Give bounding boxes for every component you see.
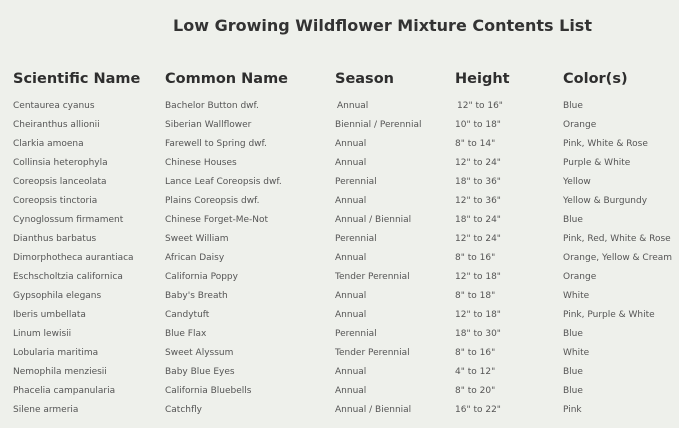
season-cell: Annual [337, 101, 369, 111]
scientific-name-cell: Dimorphotheca aurantiaca [13, 253, 134, 263]
height-cell: 12" to 24" [455, 234, 501, 244]
height-cell: 12" to 18" [455, 272, 501, 282]
common-name-cell: Sweet William [165, 234, 229, 244]
common-name-cell: Chinese Forget-Me-Not [165, 215, 269, 225]
scientific-name-cell: Eschscholtzia californica [13, 272, 123, 282]
season-cell: Tender Perennial [335, 272, 410, 282]
colors-cell: Blue [563, 367, 583, 377]
common-name-cell: Siberian Wallflower [165, 120, 252, 130]
colors-cell: Pink, White & Rose [563, 139, 648, 149]
colors-cell: Orange [563, 120, 597, 130]
season-cell: Annual [335, 196, 367, 206]
season-cell: Annual [335, 291, 367, 301]
common-name-cell: California Poppy [165, 272, 238, 282]
common-name-cell: Lance Leaf Coreopsis dwf. [165, 177, 282, 187]
scientific-name-cell: Linum lewisii [13, 329, 72, 339]
season-cell: Perennial [335, 177, 377, 187]
season-cell: Annual / Biennial [335, 215, 412, 225]
height-cell: 16" to 22" [455, 405, 501, 415]
colors-cell: Pink, Purple & White [563, 310, 655, 320]
height-cell: 4" to 12" [455, 367, 496, 377]
common-name-cell: California Bluebells [165, 386, 252, 396]
colors-cell: Blue [563, 329, 583, 339]
scientific-name-cell: Gypsophila elegans [13, 291, 102, 301]
height-cell: 10" to 18" [455, 120, 501, 130]
common-name-cell: Plains Coreopsis dwf. [165, 196, 260, 206]
scientific-name-cell: Phacelia campanularia [13, 386, 116, 396]
page-title: Low Growing Wildflower Mixture Contents … [173, 16, 592, 35]
common-name-cell: Baby's Breath [165, 291, 228, 301]
common-name-cell: Candytuft [165, 310, 210, 320]
height-cell: 18" to 30" [455, 329, 501, 339]
season-cell: Annual / Biennial [335, 405, 412, 415]
season-cell: Annual [335, 139, 367, 149]
height-cell: 8" to 20" [455, 386, 496, 396]
scientific-name-cell: Collinsia heterophyla [13, 158, 108, 168]
common-name-cell: Farewell to Spring dwf. [165, 139, 267, 149]
colors-cell: White [563, 348, 590, 358]
scientific-name-cell: Coreopsis lanceolata [13, 177, 107, 187]
height-cell: 12" to 24" [455, 158, 501, 168]
common-name-cell: Chinese Houses [165, 158, 237, 168]
header-height: Height [455, 71, 510, 87]
scientific-name-cell: Lobularia maritima [13, 348, 99, 358]
header-colors: Color(s) [563, 71, 628, 87]
colors-cell: Blue [563, 386, 583, 396]
scientific-name-cell: Centaurea cyanus [13, 101, 95, 111]
season-cell: Perennial [335, 329, 377, 339]
common-name-cell: Blue Flax [165, 329, 207, 339]
season-cell: Biennial / Perennial [335, 120, 422, 130]
scientific-name-cell: Clarkia amoena [13, 139, 84, 149]
colors-cell: Pink [563, 405, 582, 415]
height-cell: 18" to 24" [455, 215, 501, 225]
colors-cell: Purple & White [563, 158, 631, 168]
height-cell: 18" to 36" [455, 177, 501, 187]
colors-cell: Yellow [563, 177, 591, 187]
common-name-cell: Baby Blue Eyes [165, 367, 235, 377]
height-cell: 8" to 14" [455, 139, 496, 149]
colors-cell: Orange [563, 272, 597, 282]
colors-cell: Yellow & Burgundy [563, 196, 648, 206]
height-cell: 12" to 16" [457, 101, 503, 111]
scientific-name-cell: Coreopsis tinctoria [13, 196, 98, 206]
scientific-name-cell: Silene armeria [13, 405, 79, 415]
height-cell: 8" to 16" [455, 253, 496, 263]
common-name-cell: Sweet Alyssum [165, 348, 234, 358]
season-cell: Annual [335, 367, 367, 377]
header-season: Season [335, 71, 394, 87]
season-cell: Perennial [335, 234, 377, 244]
header-scientific-name: Scientific Name [13, 71, 141, 87]
common-name-cell: Catchfly [165, 405, 202, 415]
colors-cell: Blue [563, 101, 583, 111]
colors-cell: Orange, Yellow & Cream [563, 253, 673, 263]
season-cell: Annual [335, 386, 367, 396]
common-name-cell: Bachelor Button dwf. [165, 101, 259, 111]
scientific-name-cell: Iberis umbellata [13, 310, 86, 320]
season-cell: Tender Perennial [335, 348, 410, 358]
scientific-name-cell: Cynoglossum firmament [13, 215, 124, 225]
height-cell: 12" to 36" [455, 196, 501, 206]
height-cell: 8" to 18" [455, 291, 496, 301]
header-common-name: Common Name [165, 71, 289, 87]
colors-cell: White [563, 291, 590, 301]
common-name-cell: African Daisy [165, 253, 225, 263]
height-cell: 12" to 18" [455, 310, 501, 320]
colors-cell: Blue [563, 215, 583, 225]
season-cell: Annual [335, 158, 367, 168]
scientific-name-cell: Cheiranthus allionii [13, 120, 100, 130]
season-cell: Annual [335, 253, 367, 263]
scientific-name-cell: Nemophila menziesii [13, 367, 107, 377]
colors-cell: Pink, Red, White & Rose [563, 234, 671, 244]
season-cell: Annual [335, 310, 367, 320]
scientific-name-cell: Dianthus barbatus [13, 234, 97, 244]
height-cell: 8" to 16" [455, 348, 496, 358]
